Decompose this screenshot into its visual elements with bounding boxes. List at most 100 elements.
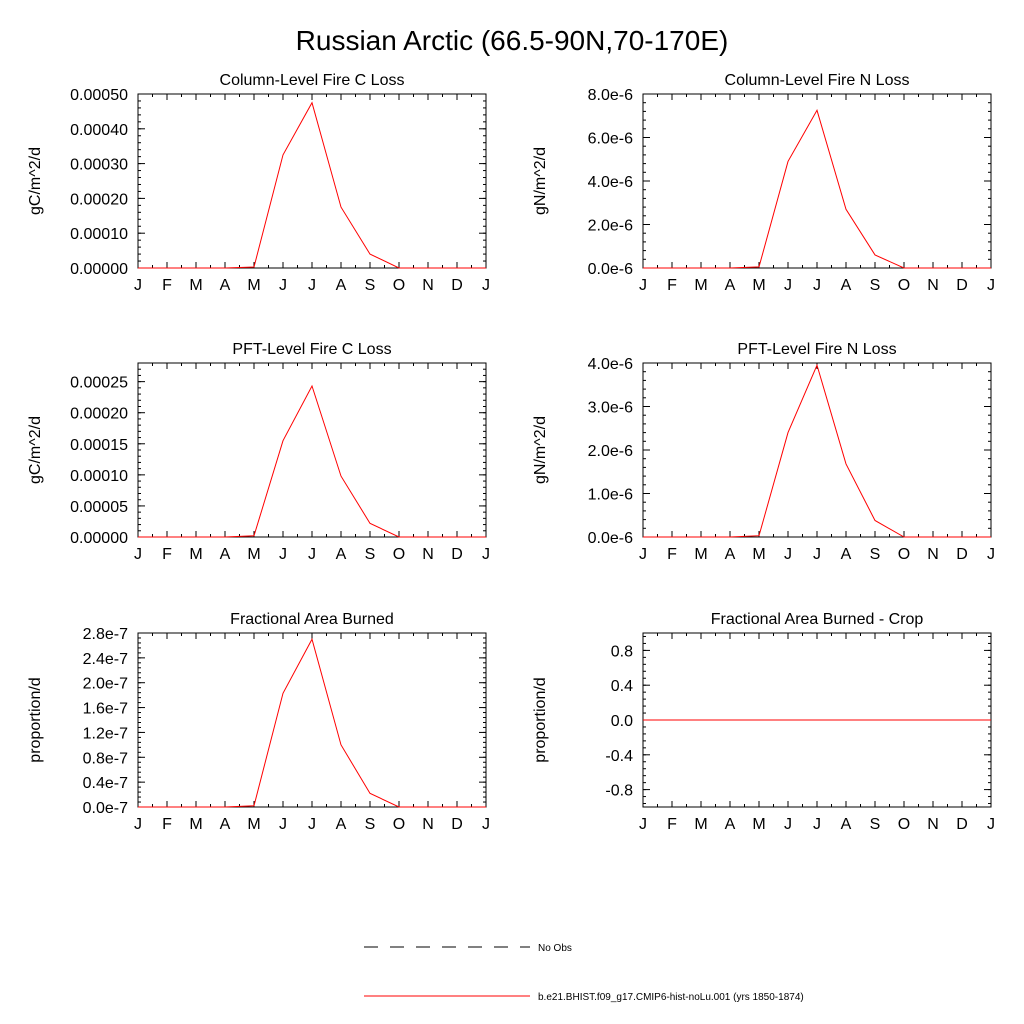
- x-tick-label: M: [247, 816, 260, 833]
- x-tick-label: J: [784, 277, 792, 294]
- x-tick-label: A: [336, 277, 347, 294]
- y-tick-label: 0.8e-7: [83, 750, 128, 767]
- x-tick-label: J: [482, 816, 490, 833]
- x-tick-label: M: [752, 277, 765, 294]
- x-tick-label: J: [279, 546, 287, 563]
- plot-frame: [642, 93, 992, 269]
- x-tick-label: M: [694, 816, 707, 833]
- x-tick-label: J: [987, 546, 995, 563]
- x-tick-label: O: [898, 277, 910, 294]
- x-tick-label: J: [639, 816, 647, 833]
- panel-title: PFT-Level Fire C Loss: [232, 341, 391, 358]
- x-tick-label: S: [365, 546, 376, 563]
- y-tick-label: 0.0e-6: [588, 261, 633, 278]
- y-tick-label: 0.4e-7: [83, 775, 128, 792]
- x-tick-label: J: [134, 546, 142, 563]
- x-tick-label: S: [365, 816, 376, 833]
- y-tick-label: 0.4: [611, 678, 633, 695]
- panel-title: Fractional Area Burned - Crop: [711, 611, 924, 628]
- y-tick-label: 0.00020: [70, 191, 128, 208]
- x-tick-label: A: [220, 277, 231, 294]
- x-tick-label: J: [279, 816, 287, 833]
- x-tick-label: N: [927, 816, 939, 833]
- x-tick-label: M: [752, 816, 765, 833]
- y-tick-label: 2.8e-7: [83, 626, 128, 643]
- x-tick-label: D: [451, 546, 463, 563]
- panel-title: Fractional Area Burned: [230, 611, 394, 628]
- x-tick-label: O: [393, 546, 405, 563]
- x-tick-label: J: [784, 816, 792, 833]
- x-tick-label: N: [422, 277, 434, 294]
- x-tick-label: J: [813, 816, 821, 833]
- x-tick-label: M: [247, 546, 260, 563]
- x-tick-label: F: [162, 277, 172, 294]
- x-tick-label: S: [870, 816, 881, 833]
- x-tick-label: D: [956, 546, 968, 563]
- x-tick-label: J: [279, 277, 287, 294]
- x-tick-label: D: [956, 277, 968, 294]
- y-tick-label: 6.0e-6: [588, 131, 633, 148]
- plot-frame: [137, 93, 487, 269]
- legend-label-model: b.e21.BHIST.f09_g17.CMIP6-hist-noLu.001 …: [538, 992, 804, 1003]
- x-tick-label: F: [667, 816, 677, 833]
- y-tick-label: 0.0: [611, 713, 633, 730]
- x-tick-label: J: [134, 277, 142, 294]
- x-tick-label: O: [393, 277, 405, 294]
- y-tick-label: 8.0e-6: [588, 87, 633, 104]
- x-tick-label: M: [694, 277, 707, 294]
- y-tick-label: 4.0e-6: [588, 174, 633, 191]
- figure-title: Russian Arctic (66.5-90N,70-170E): [296, 25, 729, 56]
- y-tick-label: 2.0e-6: [588, 443, 633, 460]
- x-tick-label: J: [987, 816, 995, 833]
- x-tick-label: N: [422, 816, 434, 833]
- x-tick-label: D: [451, 277, 463, 294]
- x-tick-label: J: [308, 277, 316, 294]
- legend-label-no-obs: No Obs: [538, 943, 572, 954]
- x-tick-label: O: [898, 816, 910, 833]
- x-tick-label: J: [308, 546, 316, 563]
- y-tick-label: 0.00000: [70, 530, 128, 547]
- x-tick-label: A: [220, 816, 231, 833]
- x-tick-label: M: [189, 277, 202, 294]
- y-tick-label: -0.4: [605, 748, 633, 765]
- x-tick-label: M: [189, 546, 202, 563]
- y-axis-label: gC/m^2/d: [27, 416, 44, 484]
- x-tick-label: J: [639, 546, 647, 563]
- x-tick-label: A: [725, 816, 736, 833]
- x-tick-label: A: [220, 546, 231, 563]
- x-tick-label: A: [336, 546, 347, 563]
- x-tick-label: D: [451, 816, 463, 833]
- x-tick-label: A: [725, 546, 736, 563]
- y-axis-label: proportion/d: [27, 677, 44, 762]
- legend: No Obs b.e21.BHIST.f09_g17.CMIP6-hist-no…: [364, 943, 804, 1003]
- x-tick-label: N: [927, 277, 939, 294]
- x-tick-label: M: [247, 277, 260, 294]
- y-tick-label: 0.00000: [70, 261, 128, 278]
- chart-panel-6: Fractional Area Burned - Crop proportion/…: [532, 611, 995, 833]
- x-tick-label: F: [667, 546, 677, 563]
- y-axis-label: gC/m^2/d: [27, 147, 44, 215]
- panel-title: PFT-Level Fire N Loss: [737, 341, 896, 358]
- y-tick-label: 1.6e-7: [83, 701, 128, 718]
- y-axis-label: gN/m^2/d: [532, 416, 549, 484]
- x-tick-label: N: [927, 546, 939, 563]
- y-tick-label: -0.8: [605, 783, 633, 800]
- plot-frame: [137, 632, 487, 808]
- y-tick-label: 4.0e-6: [588, 356, 633, 373]
- series-line-1: [643, 363, 991, 538]
- y-tick-label: 0.00050: [70, 87, 128, 104]
- x-tick-label: F: [162, 546, 172, 563]
- y-tick-label: 0.00020: [70, 406, 128, 423]
- x-tick-label: J: [482, 546, 490, 563]
- series-line-1: [138, 384, 486, 538]
- x-tick-label: A: [336, 816, 347, 833]
- plot-frame: [137, 362, 487, 538]
- x-tick-label: O: [393, 816, 405, 833]
- x-tick-label: J: [987, 277, 995, 294]
- x-tick-label: J: [813, 546, 821, 563]
